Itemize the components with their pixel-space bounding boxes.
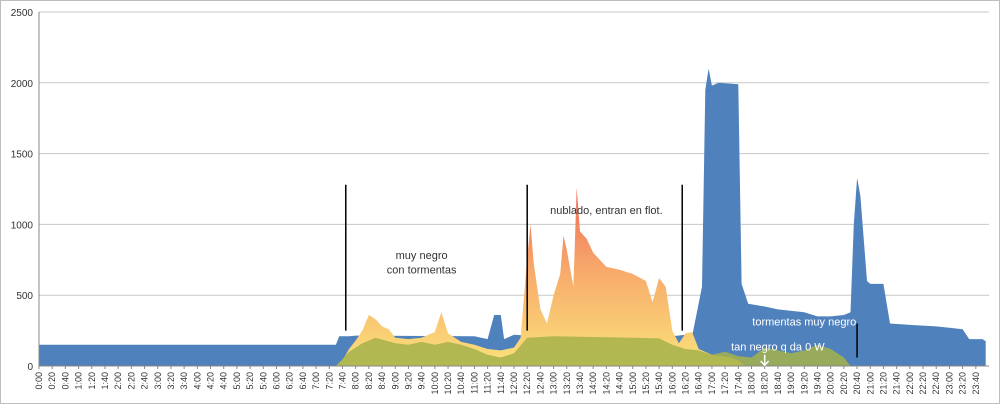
x-tick-label: 10:00 [430,372,440,395]
x-tick-label: 19:40 [813,372,823,395]
x-tick-label: 2:20 [126,372,136,390]
series-area-3 [335,336,851,366]
x-tick-label: 2:40 [140,372,150,390]
marker-lines [345,184,858,367]
x-tick-label: 14:20 [601,372,611,395]
y-tick-label: 1500 [11,150,34,161]
annotations: muy negro con tormentas nublado, entran en… [387,205,856,354]
x-tick-label: 0:00 [34,372,44,390]
x-tick-label: 10:20 [443,372,453,395]
x-tick-label: 13:20 [562,372,572,395]
x-tick-label: 15:00 [628,372,638,395]
annotation-label: con tormentas [387,264,457,276]
x-tick-label: 15:20 [641,372,651,395]
x-tick-label: 11:40 [496,372,506,394]
x-tick-label: 4:20 [206,372,216,390]
x-tick-label: 1:20 [87,372,97,390]
x-tick-label: 22:20 [918,372,928,395]
x-tick-label: 13:00 [549,372,559,395]
x-tick-label: 20:00 [826,372,836,395]
x-tick-label: 12:00 [509,372,519,395]
x-tick-label: 20:20 [839,372,849,395]
axes: 0 500 1000 1500 2000 2500 0:00 0:20 0:40 1:00 1:20… [11,8,989,395]
x-tick-label: 3:00 [153,372,163,390]
x-tick-label: 23:20 [958,372,968,395]
x-tick-label: 12:40 [535,372,545,395]
x-tick-label: 18:40 [773,372,783,395]
x-tick-label: 11:20 [483,372,493,394]
y-tick-label: 2500 [11,8,34,19]
x-tick-label: 17:20 [720,372,730,395]
x-tick-label: 23:00 [944,372,954,395]
x-tick-label: 9:00 [390,372,400,390]
x-tick-label: 17:40 [733,372,743,395]
x-tick-label: 8:20 [364,372,374,390]
arrow-head-icon [760,360,770,367]
y-tick-label: 0 [27,362,33,373]
x-tick-label: 4:00 [192,372,202,390]
x-tick-label: 6:20 [285,372,295,390]
x-tick-label: 7:20 [324,372,334,390]
x-tick-label: 1:00 [74,372,84,390]
x-tick-label: 20:40 [852,372,862,395]
x-tick-label: 19:20 [799,372,809,395]
x-tick-label: 8:40 [377,372,387,390]
x-tick-label: 22:40 [931,372,941,395]
y-tick-label: 500 [16,291,33,302]
annotation-label: nublado, entran en flot. [550,205,663,217]
x-tick-label: 18:00 [747,372,757,395]
x-tick-label: 9:20 [403,372,413,390]
x-tick-label: 14:40 [615,372,625,395]
x-tick-label: 18:20 [760,372,770,395]
gridlines [39,11,989,367]
x-tick-label: 3:20 [166,372,176,390]
x-tick-label: 2:00 [113,372,123,390]
x-tick-label: 23:40 [971,372,981,395]
y-tick-label: 2000 [11,79,34,90]
annotation-label: tormentas muy negro [752,317,856,329]
y-tick-label: 1000 [11,220,34,231]
x-tick-label: 0:40 [60,372,70,390]
x-tick-label: 21:20 [878,372,888,395]
x-tick-label: 0:20 [47,372,57,390]
x-tick-label: 10:40 [456,372,466,395]
x-tick-label: 5:20 [245,372,255,390]
x-tick-label: 1:40 [100,372,110,390]
annotation-label: muy negro [396,250,448,262]
annotation-label: tan negro q da 0 W [731,341,825,353]
x-tick-label: 5:00 [232,372,242,390]
x-tick-label: 15:40 [654,372,664,395]
series-area-1 [39,68,986,366]
x-tick-label: 8:00 [351,372,361,390]
x-tick-label: 12:20 [522,372,532,395]
x-tick-label: 17:00 [707,372,717,395]
x-tick-label: 21:00 [865,372,875,395]
x-tick-label: 11:00 [469,372,479,394]
x-tick-label: 22:00 [905,372,915,395]
x-tick-label: 13:40 [575,372,585,395]
x-tick-label: 4:40 [219,372,229,390]
x-tick-label: 6:40 [298,372,308,390]
x-tick-label: 7:40 [338,372,348,390]
x-tick-label: 5:40 [258,372,268,390]
x-tick-label: 6:00 [272,372,282,390]
x-tick-label: 16:20 [681,372,691,395]
x-tick-label: 14:00 [588,372,598,395]
x-tick-label: 3:40 [179,372,189,390]
x-tick-label: 9:40 [417,372,427,390]
x-tick-label: 16:40 [694,372,704,395]
x-tick-label: 19:00 [786,372,796,395]
x-tick-label: 7:00 [311,372,321,390]
x-tick-label: 21:40 [892,372,902,395]
x-tick-label: 16:00 [667,372,677,395]
series-area-2 [335,187,745,366]
series-areas [39,68,986,366]
